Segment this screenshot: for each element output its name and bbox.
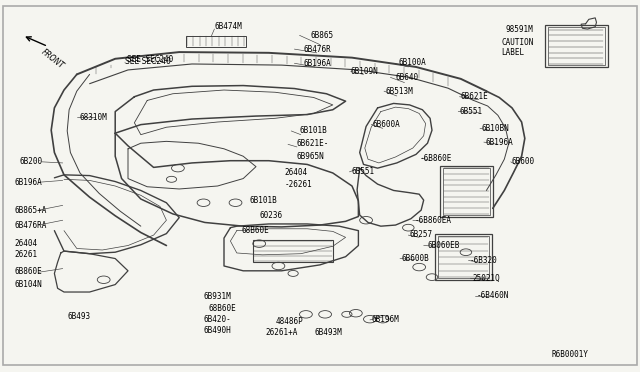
Text: 6B513M: 6B513M	[385, 87, 413, 96]
Text: 6B931M: 6B931M	[204, 292, 231, 301]
Text: 6B474M: 6B474M	[214, 22, 242, 31]
Text: 6B551: 6B551	[352, 167, 375, 176]
Text: FRONT: FRONT	[40, 47, 66, 70]
Text: 6B200: 6B200	[19, 157, 42, 166]
Text: -6B320: -6B320	[470, 256, 497, 265]
Text: 6B196M: 6B196M	[371, 315, 399, 324]
Text: 6B420-: 6B420-	[204, 315, 231, 324]
Text: 6B109N: 6B109N	[351, 67, 378, 76]
Text: 6B476RA: 6B476RA	[14, 221, 47, 230]
Text: 6B100A: 6B100A	[398, 58, 426, 67]
Text: LABEL: LABEL	[501, 48, 524, 57]
Text: -6B860EA: -6B860EA	[415, 216, 452, 225]
Text: 6B101B: 6B101B	[300, 126, 327, 135]
Text: 6B493: 6B493	[67, 312, 90, 321]
Text: 6B865: 6B865	[310, 31, 333, 40]
Text: -26261: -26261	[285, 180, 312, 189]
Text: 6B476R: 6B476R	[304, 45, 332, 54]
Text: 6B551: 6B551	[460, 107, 483, 116]
Text: 68B60E: 68B60E	[242, 226, 269, 235]
Bar	[440, 166, 493, 217]
Text: 6B196A: 6B196A	[304, 59, 332, 68]
Bar	[186, 36, 246, 46]
Text: 6B196A: 6B196A	[485, 138, 513, 147]
Text: 6B865+A: 6B865+A	[14, 206, 47, 215]
Text: 26261: 26261	[14, 250, 37, 259]
Text: 26404: 26404	[285, 169, 308, 177]
Text: 6B600A: 6B600A	[372, 120, 400, 129]
Text: 6B640: 6B640	[396, 73, 419, 82]
Text: 6B621E: 6B621E	[461, 92, 488, 101]
Bar	[548, 27, 605, 65]
Text: R6B0001Y: R6B0001Y	[552, 350, 589, 359]
Text: 6B490H: 6B490H	[204, 326, 231, 335]
Text: 26261+A: 26261+A	[266, 328, 298, 337]
Bar	[545, 25, 608, 67]
Text: 48486P: 48486P	[275, 317, 303, 326]
Text: 6B600: 6B600	[512, 157, 535, 166]
Text: SEE SEC240: SEE SEC240	[127, 55, 173, 64]
Bar	[435, 234, 492, 280]
Text: 68B60E: 68B60E	[209, 304, 236, 312]
Text: CAUTION: CAUTION	[501, 38, 534, 47]
Text: 6B257: 6B257	[410, 230, 433, 239]
Text: 25021Q: 25021Q	[472, 274, 500, 283]
Text: SEE SEC240: SEE SEC240	[125, 57, 171, 65]
Text: 6B965N: 6B965N	[297, 153, 324, 161]
Text: 98591M: 98591M	[506, 25, 533, 33]
Text: 26404: 26404	[14, 239, 37, 248]
Bar	[253, 240, 333, 262]
Text: 6B196A: 6B196A	[14, 178, 42, 187]
Text: 6B060EB: 6B060EB	[428, 241, 460, 250]
Text: -6B860E: -6B860E	[419, 154, 452, 163]
Bar	[438, 236, 489, 278]
Text: 6B493M: 6B493M	[315, 328, 342, 337]
Text: -6B460N: -6B460N	[477, 291, 509, 300]
Text: 6B600B: 6B600B	[402, 254, 429, 263]
Text: 6B621E-: 6B621E-	[297, 139, 330, 148]
Text: 6B101B: 6B101B	[250, 196, 277, 205]
Bar	[443, 168, 490, 215]
Text: 6B10BN: 6B10BN	[481, 124, 509, 133]
Text: 68310M: 68310M	[80, 113, 108, 122]
Text: 6B104N: 6B104N	[14, 280, 42, 289]
Text: 6B860E: 6B860E	[14, 267, 42, 276]
Text: 60236: 60236	[260, 211, 283, 220]
